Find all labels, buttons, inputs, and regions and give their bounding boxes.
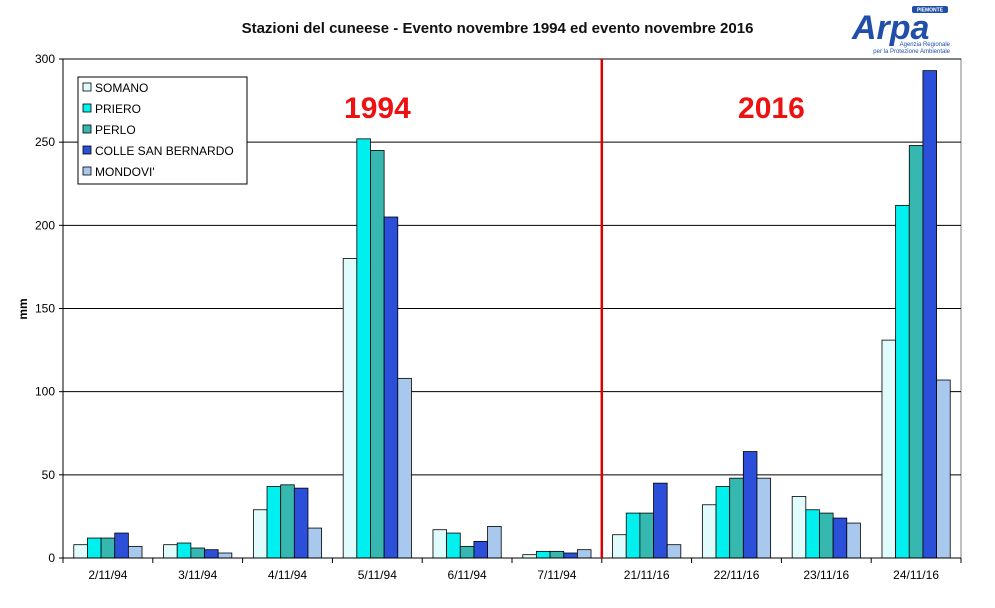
bar bbox=[217, 552, 233, 559]
bar bbox=[653, 482, 668, 559]
axes: 0 50 100 150 200 250 300 2/11/94 3/11/94 4/11/94 5… bbox=[35, 52, 962, 582]
bar bbox=[473, 540, 488, 559]
bar bbox=[832, 517, 848, 559]
logo-wordmark: Arpa bbox=[851, 9, 929, 47]
legend-label: PERLO bbox=[95, 123, 136, 137]
x-tick-label: 7/11/94 bbox=[537, 568, 576, 582]
legend-swatch bbox=[82, 166, 92, 176]
legend: SOMANO PRIERO PERLO COLLE SAN BERNARDO MONDO… bbox=[77, 76, 248, 185]
bar bbox=[563, 552, 578, 559]
bar bbox=[819, 512, 834, 559]
year-annotation: 2016 bbox=[738, 92, 805, 125]
bar bbox=[846, 522, 861, 559]
bar bbox=[625, 512, 641, 559]
bar bbox=[432, 529, 448, 559]
bar bbox=[666, 544, 682, 559]
bar bbox=[176, 542, 192, 559]
bar bbox=[100, 537, 116, 559]
x-tick-label: 5/11/94 bbox=[358, 568, 397, 582]
bar bbox=[922, 70, 937, 559]
y-axis-label: mm bbox=[16, 298, 30, 319]
x-tick-label: 3/11/94 bbox=[178, 568, 217, 582]
logo-region: PIEMONTE bbox=[917, 8, 944, 14]
y-tick-label: 150 bbox=[35, 302, 55, 316]
x-tick-label: 22/11/16 bbox=[714, 568, 760, 582]
bar bbox=[307, 527, 323, 559]
y-tick-label: 250 bbox=[35, 135, 55, 149]
y-tick-label: 300 bbox=[35, 52, 55, 66]
bar bbox=[729, 477, 744, 559]
y-tick-label: 0 bbox=[48, 551, 55, 565]
bar bbox=[446, 532, 461, 559]
legend-swatch bbox=[82, 145, 92, 155]
y-tick-label: 100 bbox=[35, 385, 55, 399]
legend-label: MONDOVI' bbox=[95, 165, 155, 179]
bar bbox=[549, 550, 565, 559]
bar bbox=[701, 504, 717, 559]
bar bbox=[204, 549, 219, 559]
bar bbox=[612, 534, 627, 559]
bar bbox=[397, 377, 412, 559]
x-tick-label: 2/11/94 bbox=[88, 568, 127, 582]
annotations: 1994 2016 bbox=[344, 59, 805, 558]
legend-swatch bbox=[82, 124, 92, 134]
bar bbox=[805, 509, 820, 559]
bar bbox=[383, 216, 399, 559]
bar bbox=[715, 486, 731, 559]
bar bbox=[487, 525, 502, 559]
chart-title: Stazioni del cuneese - Evento novembre 1… bbox=[241, 20, 754, 37]
bar bbox=[370, 150, 385, 559]
y-tick-label: 200 bbox=[35, 218, 55, 232]
bar bbox=[163, 544, 178, 559]
legend-box bbox=[77, 76, 248, 185]
x-tick-label: 24/11/16 bbox=[893, 568, 939, 582]
bar bbox=[895, 204, 910, 559]
legend-label: PRIERO bbox=[95, 102, 141, 116]
logo-region-band bbox=[912, 6, 948, 13]
bar bbox=[190, 547, 205, 559]
bar bbox=[639, 512, 654, 559]
x-tick-label: 21/11/16 bbox=[624, 568, 670, 582]
x-tick-label: 6/11/94 bbox=[448, 568, 487, 582]
bar bbox=[114, 532, 129, 559]
bar bbox=[87, 537, 102, 559]
bar bbox=[356, 138, 371, 559]
bar bbox=[936, 379, 951, 559]
bar bbox=[881, 339, 897, 559]
bar bbox=[908, 145, 924, 559]
bar bbox=[342, 258, 358, 559]
bar bbox=[791, 496, 807, 559]
year-annotation: 1994 bbox=[344, 92, 411, 125]
y-tick-label: 50 bbox=[42, 468, 56, 482]
bar bbox=[280, 484, 295, 559]
legend-swatch bbox=[82, 103, 92, 113]
bar bbox=[742, 451, 758, 559]
x-tick-label: 23/11/16 bbox=[803, 568, 849, 582]
bar bbox=[252, 509, 268, 559]
logo-subtitle-2: per la Protezione Ambientale bbox=[873, 49, 950, 55]
legend-label: SOMANO bbox=[95, 81, 148, 95]
logo-subtitle-1: Agenzia Regionale bbox=[900, 42, 951, 48]
bar bbox=[756, 477, 772, 559]
bar bbox=[73, 544, 88, 559]
bar bbox=[459, 545, 475, 559]
x-tick-label: 4/11/94 bbox=[268, 568, 307, 582]
bar bbox=[293, 487, 309, 559]
bar bbox=[266, 486, 282, 559]
bars bbox=[73, 70, 951, 559]
bar bbox=[536, 550, 551, 559]
bar bbox=[576, 549, 592, 559]
legend-swatch bbox=[82, 82, 92, 92]
legend-label: COLLE SAN BERNARDO bbox=[95, 144, 234, 158]
bar bbox=[127, 545, 143, 559]
arpa-logo: PIEMONTE Arpa Agenzia Regionale per la P… bbox=[851, 6, 951, 55]
